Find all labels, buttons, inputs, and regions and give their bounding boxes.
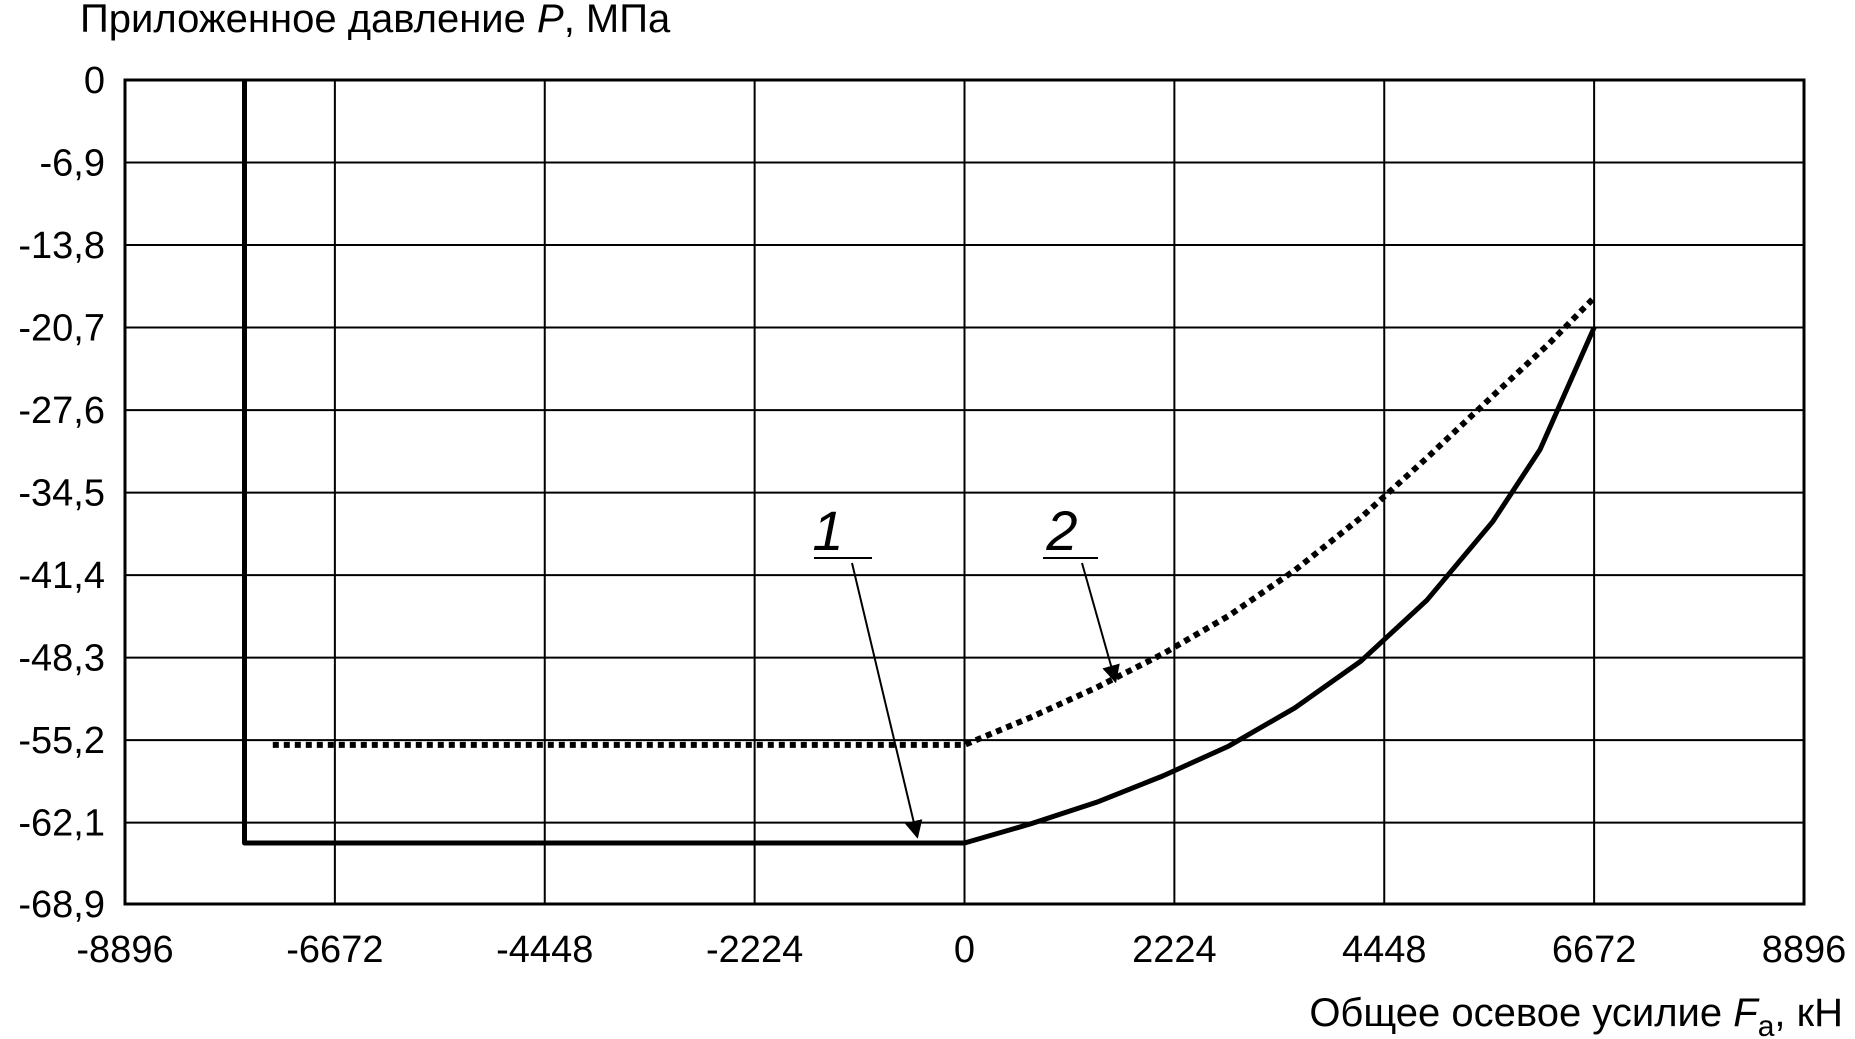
x-axis-title-suffix: , кН bbox=[1774, 991, 1843, 1035]
callout-arrow bbox=[851, 562, 923, 839]
plot-frame bbox=[123, 78, 1806, 906]
x-tick-label: 8896 bbox=[1762, 929, 1847, 971]
x-tick-label: 6672 bbox=[1552, 929, 1637, 971]
y-tick-label: -62,1 bbox=[18, 803, 105, 845]
series-2-line bbox=[272, 295, 1597, 748]
callout-arrow bbox=[1081, 562, 1120, 684]
y-tick-labels: 0 -6,9 -13,8 -20,7 -27,6 -34,5 -41,4 -48,3 -55,2… bbox=[18, 60, 105, 926]
x-tick-label: 0 bbox=[954, 929, 975, 971]
y-tick-label: -55,2 bbox=[18, 720, 105, 762]
x-tick-label: -4448 bbox=[496, 929, 593, 971]
y-tick-label: 0 bbox=[84, 60, 105, 102]
y-tick-label: -27,6 bbox=[18, 390, 105, 432]
x-tick-label: 2224 bbox=[1132, 929, 1217, 971]
y-tick-label: -20,7 bbox=[18, 308, 105, 350]
x-axis-title-sub: a bbox=[1758, 1010, 1775, 1039]
x-tick-label: -8896 bbox=[76, 929, 173, 971]
callout-label-1: 1 bbox=[812, 499, 843, 562]
x-tick-label: -2224 bbox=[706, 929, 803, 971]
x-axis-title-prefix: Общее осевое усилие bbox=[1309, 991, 1733, 1035]
series-1-line bbox=[242, 80, 1597, 846]
y-tick-label: -68,9 bbox=[18, 884, 105, 926]
y-axis-title: Приложенное давление P, МПа bbox=[80, 0, 671, 41]
y-tick-label: -13,8 bbox=[18, 225, 105, 267]
callout-label-2: 2 bbox=[1045, 499, 1077, 562]
x-tick-label: -6672 bbox=[286, 929, 383, 971]
x-axis-title-var: F bbox=[1733, 991, 1760, 1035]
y-tick-label: -48,3 bbox=[18, 638, 105, 680]
y-axis-title-var: P bbox=[537, 0, 564, 41]
x-tick-label: 4448 bbox=[1342, 929, 1427, 971]
x-tick-labels: -8896 -6672 -4448 -2224 0 2224 4448 6672 8896 bbox=[76, 929, 1846, 971]
y-axis-title-suffix: , МПа bbox=[564, 0, 671, 41]
y-tick-label: -41,4 bbox=[18, 555, 105, 597]
series-group bbox=[242, 80, 1597, 846]
y-axis-title-prefix: Приложенное давление bbox=[80, 0, 537, 41]
x-axis-title: Общее осевое усилие Fa, кН bbox=[1309, 991, 1843, 1039]
grid bbox=[125, 80, 1804, 904]
y-tick-label: -6,9 bbox=[40, 143, 105, 185]
y-tick-label: -34,5 bbox=[18, 473, 105, 515]
